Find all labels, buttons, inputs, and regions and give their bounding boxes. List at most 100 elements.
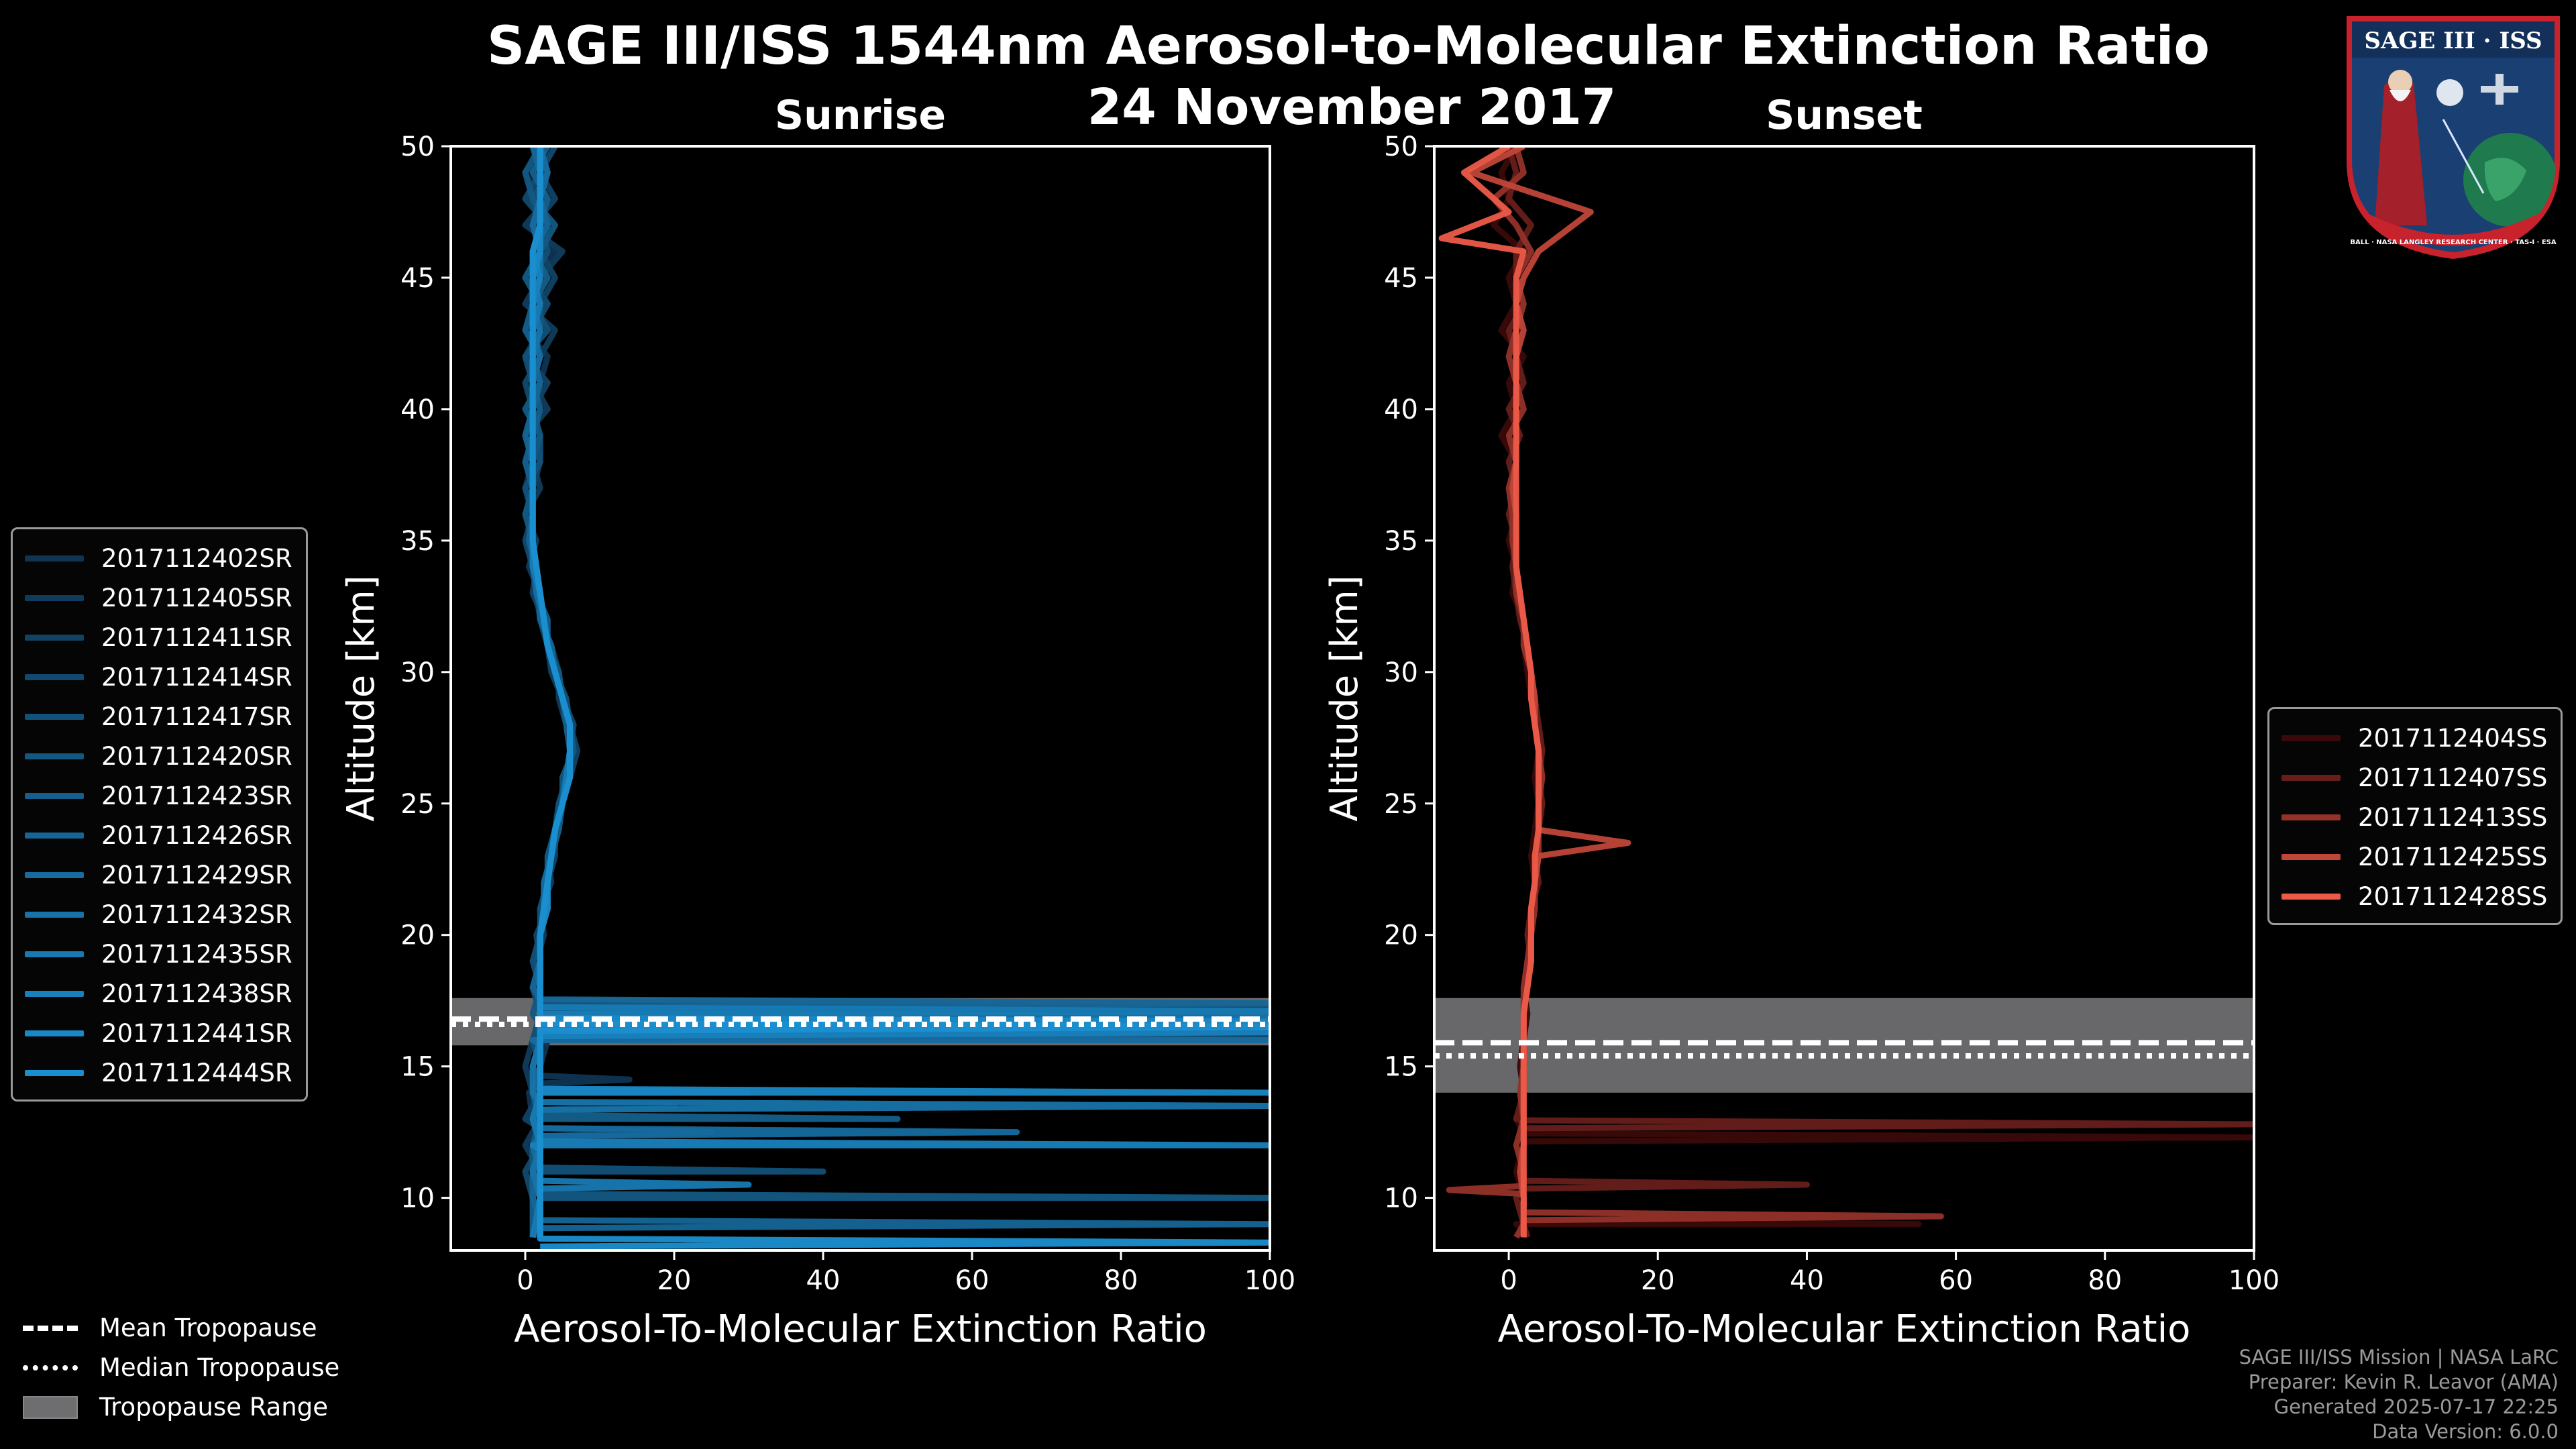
- legend-swatch: [25, 714, 84, 720]
- legend-entry: 2017112414SR: [25, 657, 292, 697]
- legend-swatch: [25, 635, 84, 641]
- legend-swatch: [2282, 894, 2341, 900]
- logo-title: SAGE III · ISS: [2364, 28, 2542, 54]
- range-box-icon: [23, 1395, 78, 1419]
- x-tick-label: 20: [657, 1265, 692, 1296]
- legend-swatch: [2282, 735, 2341, 741]
- legend-label: 2017112441SR: [101, 1019, 292, 1048]
- dashed-line-icon: [23, 1325, 78, 1331]
- figure-date: 24 November 2017: [1087, 78, 1616, 136]
- series-group: [522, 146, 1270, 1250]
- legend-entry: 2017112438SR: [25, 974, 292, 1014]
- legend-entry: 2017112444SR: [25, 1053, 292, 1093]
- x-tick-label: 40: [806, 1265, 841, 1296]
- legend-entry: 2017112426SR: [25, 816, 292, 855]
- y-tick-label: 35: [400, 526, 435, 557]
- legend-label: 2017112420SR: [101, 742, 292, 771]
- legend-label: 2017112428SS: [2358, 882, 2548, 911]
- series-line-2017112428SS: [1438, 146, 1542, 1238]
- y-tick-label: 35: [1384, 526, 1418, 557]
- plot-area: [451, 146, 1270, 1250]
- legend-mean-tropopause: Mean Tropopause: [23, 1308, 339, 1348]
- sunrise-legend: 2017112402SR 2017112405SR 2017112411SR 2017…: [11, 527, 308, 1102]
- y-tick-label: 15: [400, 1052, 435, 1083]
- y-tick-label: 30: [400, 657, 435, 688]
- legend-swatch: [25, 833, 84, 839]
- legend-entry: 2017112402SR: [25, 539, 292, 578]
- legend-entry: 2017112441SR: [25, 1014, 292, 1053]
- legend-label: 2017112426SR: [101, 821, 292, 850]
- legend-label: 2017112438SR: [101, 979, 292, 1008]
- legend-swatch: [25, 1070, 84, 1076]
- legend-label: 2017112411SR: [101, 623, 292, 652]
- legend-label: 2017112413SS: [2358, 803, 2548, 832]
- y-tick-label: 30: [1384, 657, 1418, 688]
- legend-swatch: [25, 674, 84, 680]
- legend-label: 2017112405SR: [101, 584, 292, 612]
- y-tick-label: 50: [400, 131, 435, 162]
- legend-label: 2017112423SR: [101, 782, 292, 810]
- y-tick-label: 25: [1384, 789, 1418, 820]
- legend-swatch: [25, 912, 84, 918]
- legend-label: 2017112407SS: [2358, 763, 2548, 792]
- legend-swatch: [25, 793, 84, 799]
- charts: 0 20 40 60 80 100101520253035404550SunriseAer…: [339, 92, 2279, 1351]
- sunset-legend: 2017112404SS 2017112407SS 2017112413SS 2017…: [2267, 707, 2563, 925]
- y-axis-label: Altitude [km]: [339, 575, 383, 821]
- x-tick-label: 20: [1641, 1265, 1675, 1296]
- legend-entry: 2017112404SS: [2282, 718, 2547, 758]
- legend-swatch: [2282, 854, 2341, 860]
- legend-swatch: [25, 991, 84, 997]
- y-tick-label: 10: [400, 1183, 435, 1214]
- plot-frame: [449, 145, 1271, 1252]
- figure-title: SAGE III/ISS 1544nm Aerosol-to-Molecular…: [487, 16, 2210, 76]
- dotted-line-icon: [23, 1364, 78, 1371]
- legend-label: 2017112414SR: [101, 663, 292, 692]
- legend-swatch: [25, 872, 84, 878]
- legend-label: 2017112432SR: [101, 900, 292, 929]
- legend-entry: 2017112413SS: [2282, 798, 2547, 837]
- x-tick-label: 80: [1104, 1265, 1138, 1296]
- y-tick-label: 45: [1384, 263, 1418, 294]
- y-tick-label: 50: [1384, 131, 1418, 162]
- legend-label: 2017112404SS: [2358, 724, 2548, 753]
- footer-credits: SAGE III/ISS Mission | NASA LaRC Prepare…: [2239, 1345, 2559, 1444]
- legend-label: Tropopause Range: [99, 1393, 329, 1421]
- x-tick-label: 80: [2088, 1265, 2122, 1296]
- sunset-panel: 0 20 40 60 80 100 10 15 20 25 30 35 40 45 50 Sunset Aero…: [1323, 92, 2279, 1351]
- footer-line: Preparer: Kevin R. Leavor (AMA): [2248, 1371, 2559, 1393]
- legend-label: 2017112429SR: [101, 861, 292, 890]
- x-tick-label: 100: [2229, 1265, 2279, 1296]
- series-line-2017112444SR: [529, 146, 1270, 1250]
- legend-entry: 2017112420SR: [25, 737, 292, 776]
- tropopause-legend: Mean Tropopause Median Tropopause Tropop…: [23, 1308, 339, 1427]
- legend-label: Median Tropopause: [99, 1353, 340, 1382]
- panel-subtitle: Sunset: [1766, 92, 1923, 139]
- sunrise-panel: 0 20 40 60 80 100 10 15 20 25 30 35 40 45 50 Sunrise Aer…: [339, 92, 1295, 1351]
- panel-subtitle: Sunrise: [775, 92, 946, 139]
- y-tick-label: 20: [400, 920, 435, 951]
- legend-label: 2017112425SS: [2358, 843, 2548, 871]
- logo-ring-text: BALL · NASA LANGLEY RESEARCH CENTER · TA…: [2350, 239, 2557, 246]
- legend-entry: 2017112425SS: [2282, 837, 2547, 877]
- legend-entry: 2017112423SR: [25, 776, 292, 816]
- x-axis-label: Aerosol-To-Molecular Extinction Ratio: [1498, 1307, 2191, 1351]
- x-tick-label: 0: [1500, 1265, 1517, 1296]
- sage-iii-iss-logo: SAGE III · ISS BALL · NASA LANGLEY RESEA…: [2347, 16, 2560, 259]
- legend-swatch: [25, 1030, 84, 1036]
- legend-tropopause-range: Tropopause Range: [23, 1387, 339, 1427]
- y-tick-label: 40: [1384, 394, 1418, 425]
- footer-line: Data Version: 6.0.0: [2372, 1420, 2559, 1443]
- x-tick-label: 0: [517, 1265, 533, 1296]
- legend-swatch: [25, 951, 84, 957]
- legend-entry: 2017112435SR: [25, 934, 292, 974]
- x-tick-label: 100: [1244, 1265, 1295, 1296]
- y-tick-label: 15: [1384, 1052, 1418, 1083]
- y-tick-label: 45: [400, 263, 435, 294]
- legend-entry: 2017112429SR: [25, 855, 292, 895]
- x-tick-label: 60: [955, 1265, 989, 1296]
- legend-entry: 2017112428SS: [2282, 877, 2547, 916]
- y-tick-label: 10: [1384, 1183, 1418, 1214]
- legend-label: 2017112417SR: [101, 702, 292, 731]
